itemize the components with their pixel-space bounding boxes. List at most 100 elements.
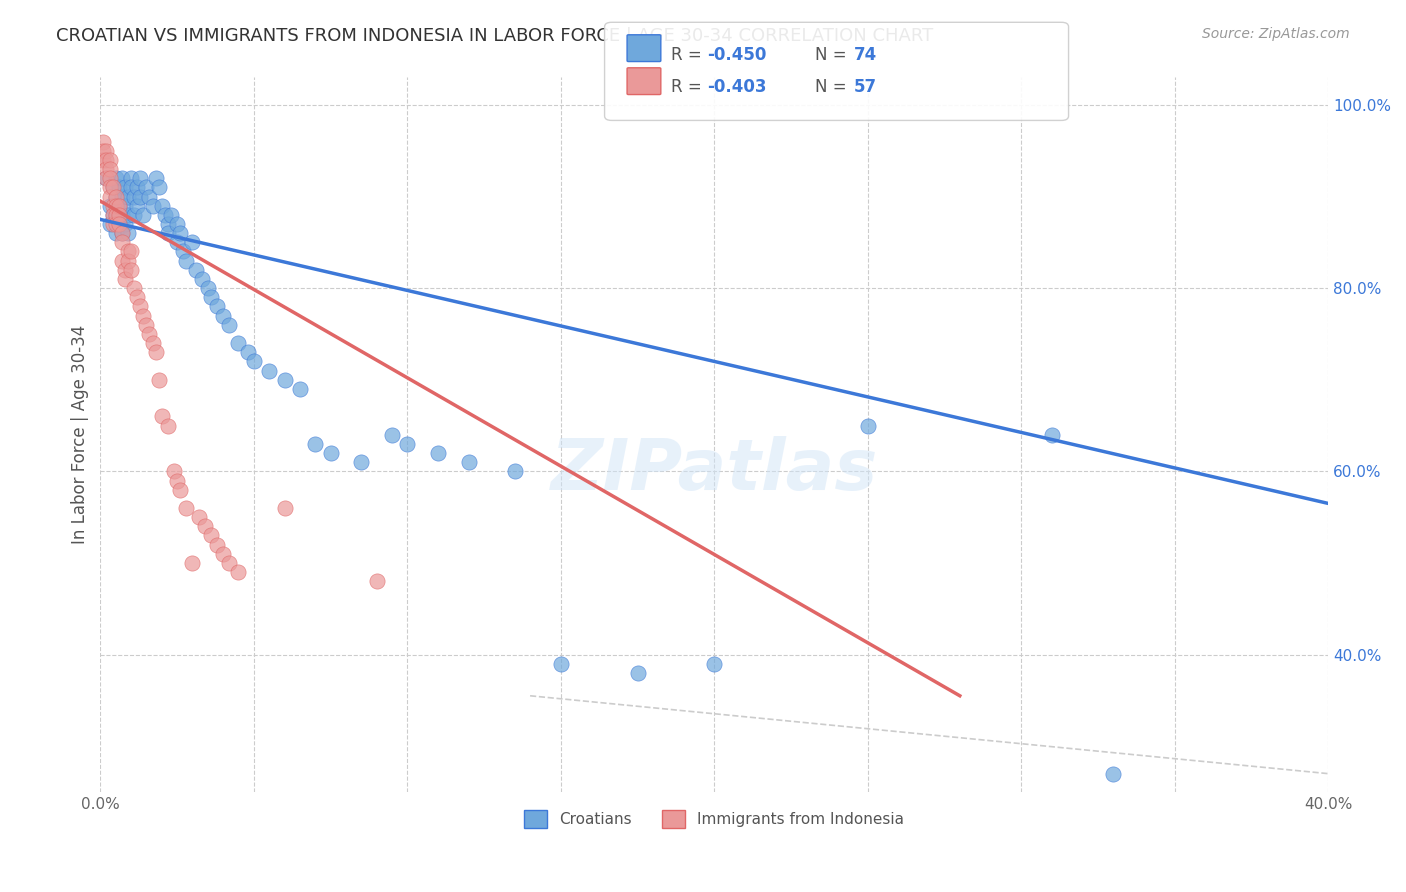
Croatians: [156, 226, 179, 240]
Croatians: [172, 244, 194, 259]
Croatians: [107, 180, 129, 194]
Immigrants from Indonesia: [135, 318, 157, 332]
Legend: Croatians, Immigrants from Indonesia: Croatians, Immigrants from Indonesia: [517, 804, 911, 834]
Croatians: [550, 657, 572, 671]
Immigrants from Indonesia: [205, 538, 228, 552]
Immigrants from Indonesia: [187, 510, 209, 524]
Croatians: [132, 208, 155, 222]
Croatians: [396, 437, 419, 451]
Text: N =: N =: [815, 78, 852, 96]
Text: Source: ZipAtlas.com: Source: ZipAtlas.com: [1202, 27, 1350, 41]
Immigrants from Indonesia: [163, 464, 186, 478]
Immigrants from Indonesia: [111, 253, 134, 268]
Croatians: [98, 217, 121, 231]
Immigrants from Indonesia: [150, 409, 173, 424]
Croatians: [181, 235, 204, 250]
Croatians: [141, 199, 163, 213]
Text: R =: R =: [671, 78, 707, 96]
Text: CROATIAN VS IMMIGRANTS FROM INDONESIA IN LABOR FORCE | AGE 30-34 CORRELATION CHA: CROATIAN VS IMMIGRANTS FROM INDONESIA IN…: [56, 27, 934, 45]
Immigrants from Indonesia: [96, 153, 118, 167]
Croatians: [117, 189, 139, 203]
Croatians: [503, 464, 526, 478]
Immigrants from Indonesia: [98, 180, 121, 194]
Immigrants from Indonesia: [96, 144, 118, 158]
Croatians: [626, 665, 648, 680]
Croatians: [135, 180, 157, 194]
Croatians: [1040, 427, 1063, 442]
Croatians: [111, 208, 134, 222]
Immigrants from Indonesia: [114, 272, 136, 286]
Croatians: [243, 354, 266, 368]
Croatians: [114, 180, 136, 194]
Immigrants from Indonesia: [96, 162, 118, 177]
Immigrants from Indonesia: [145, 345, 167, 359]
Croatians: [129, 189, 152, 203]
Croatians: [236, 345, 259, 359]
Croatians: [288, 382, 311, 396]
Croatians: [427, 446, 450, 460]
Croatians: [114, 217, 136, 231]
Croatians: [273, 373, 295, 387]
Croatians: [304, 437, 326, 451]
Croatians: [96, 171, 118, 186]
Immigrants from Indonesia: [101, 217, 124, 231]
Immigrants from Indonesia: [194, 519, 217, 533]
Immigrants from Indonesia: [218, 556, 240, 570]
Croatians: [104, 171, 127, 186]
Croatians: [856, 418, 879, 433]
Croatians: [127, 199, 149, 213]
Immigrants from Indonesia: [104, 189, 127, 203]
Croatians: [169, 226, 191, 240]
Immigrants from Indonesia: [93, 135, 115, 149]
Immigrants from Indonesia: [104, 208, 127, 222]
Immigrants from Indonesia: [122, 281, 145, 295]
Croatians: [107, 217, 129, 231]
Immigrants from Indonesia: [117, 244, 139, 259]
Immigrants from Indonesia: [98, 153, 121, 167]
Croatians: [228, 336, 250, 351]
Text: 57: 57: [853, 78, 876, 96]
Immigrants from Indonesia: [107, 199, 129, 213]
Croatians: [117, 226, 139, 240]
Croatians: [111, 189, 134, 203]
Text: -0.450: -0.450: [707, 46, 766, 64]
Immigrants from Indonesia: [107, 217, 129, 231]
Immigrants from Indonesia: [111, 235, 134, 250]
Immigrants from Indonesia: [101, 208, 124, 222]
Immigrants from Indonesia: [212, 547, 235, 561]
Croatians: [145, 171, 167, 186]
Croatians: [160, 208, 183, 222]
Immigrants from Indonesia: [93, 153, 115, 167]
Immigrants from Indonesia: [120, 262, 142, 277]
Croatians: [129, 171, 152, 186]
Croatians: [176, 253, 198, 268]
Croatians: [107, 199, 129, 213]
Immigrants from Indonesia: [366, 574, 388, 589]
Croatians: [104, 226, 127, 240]
Immigrants from Indonesia: [156, 418, 179, 433]
Croatians: [1102, 766, 1125, 780]
Immigrants from Indonesia: [148, 373, 170, 387]
Croatians: [218, 318, 240, 332]
Croatians: [127, 180, 149, 194]
Croatians: [114, 199, 136, 213]
Croatians: [257, 363, 280, 377]
Croatians: [122, 208, 145, 222]
Immigrants from Indonesia: [96, 171, 118, 186]
Croatians: [184, 262, 207, 277]
Immigrants from Indonesia: [98, 189, 121, 203]
Immigrants from Indonesia: [200, 528, 222, 542]
Croatians: [117, 208, 139, 222]
Immigrants from Indonesia: [138, 326, 160, 341]
Croatians: [457, 455, 479, 469]
Croatians: [104, 189, 127, 203]
Croatians: [101, 180, 124, 194]
Croatians: [166, 235, 188, 250]
Croatians: [98, 199, 121, 213]
Immigrants from Indonesia: [127, 290, 149, 304]
Immigrants from Indonesia: [273, 500, 295, 515]
Croatians: [156, 217, 179, 231]
Immigrants from Indonesia: [228, 565, 250, 579]
Croatians: [150, 199, 173, 213]
Immigrants from Indonesia: [98, 162, 121, 177]
